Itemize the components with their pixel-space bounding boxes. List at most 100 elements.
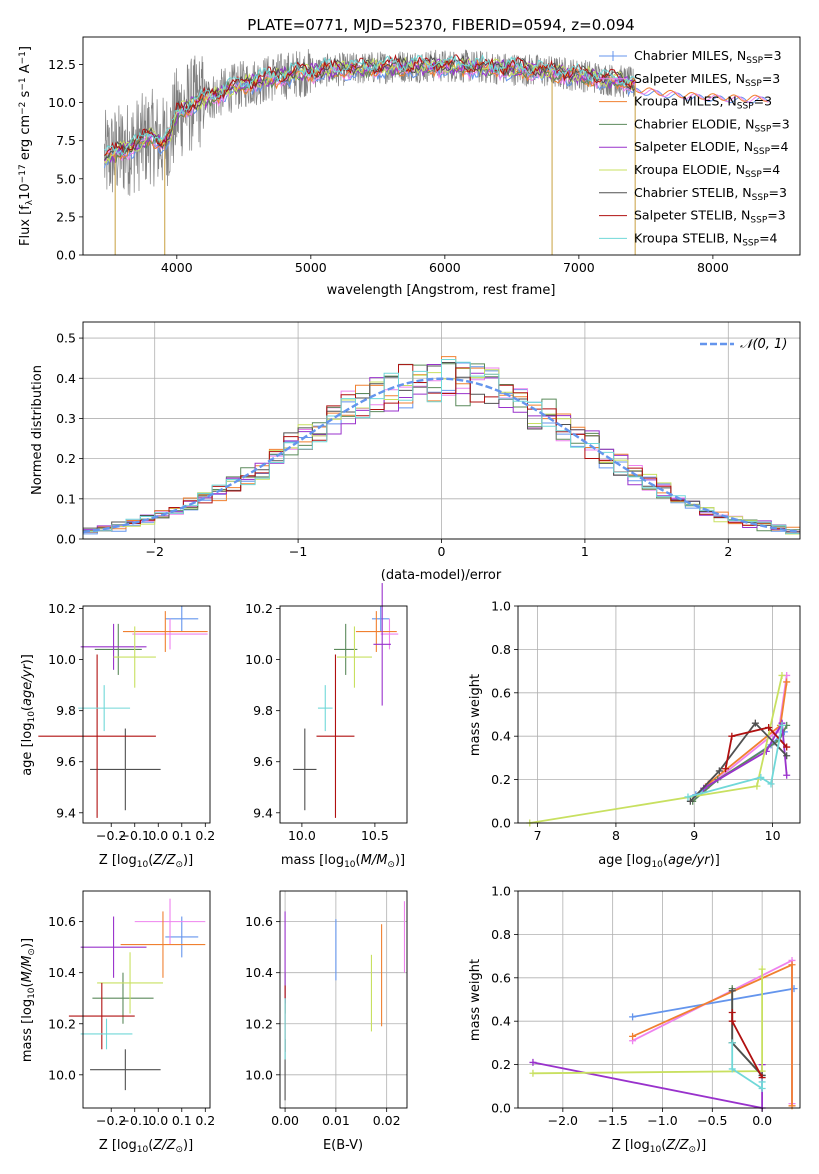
x-axis-label: E(B-V)	[323, 1138, 363, 1153]
x-tick-label: −1.0	[647, 1113, 677, 1128]
weight-marker	[758, 1084, 766, 1092]
axes-frame	[82, 36, 801, 256]
y-tick-label: 10.2	[245, 601, 273, 616]
x-tick-label: 10.5	[361, 828, 389, 843]
y-tick-label: 9.6	[56, 754, 76, 769]
y-tick-label: 0.1	[56, 491, 76, 506]
weight-marker	[629, 1032, 637, 1040]
y-tick-label: 0.0	[491, 816, 511, 831]
weight-line-4	[532, 1061, 763, 1110]
x-tick-label: 5000	[295, 260, 327, 275]
plot-area	[68, 898, 206, 1091]
legend-entry: Kroupa ELODIE, NSSP=4	[634, 162, 780, 180]
x-tick-label: −1.5	[597, 1113, 627, 1128]
spectrum-model-8	[104, 54, 636, 156]
plot-area	[526, 671, 791, 827]
y-tick-label: 9.4	[253, 805, 273, 820]
y-tick-label: 10.0	[48, 1067, 76, 1082]
y-axis-label: Normed distribution	[30, 365, 45, 495]
axes-residuals: −2 −1 0 1 2 0.0 0.1 0.2 0.3 0.4 0.5	[56, 321, 801, 559]
weight-marker	[753, 782, 761, 790]
axes-frame	[82, 890, 211, 1109]
y-tick-label: 10.4	[245, 965, 273, 980]
weight-marker	[758, 965, 766, 973]
y-tick-label: 10.0	[245, 652, 273, 667]
y-tick-label: 10.4	[48, 965, 76, 980]
weight-marker	[783, 678, 791, 686]
x-tick-label: 0.0	[148, 1113, 168, 1128]
weight-marker	[778, 721, 786, 729]
y-tick-label: 0.8	[491, 927, 511, 942]
legend-entry: Chabrier STELIB, NSSP=3	[634, 185, 787, 203]
y-tick-label: 7.5	[56, 133, 76, 148]
legend-entry: Chabrier ELODIE, NSSP=3	[634, 116, 790, 134]
y-tick-label: 9.8	[56, 703, 76, 718]
legend-entry: Salpeter ELODIE, NSSP=4	[634, 139, 789, 157]
axes-frame	[279, 605, 408, 824]
y-tick-label: 0.6	[491, 970, 511, 985]
weight-line-0	[632, 987, 795, 1018]
axes-frame	[517, 890, 801, 1109]
normal-curve	[83, 377, 800, 534]
axes-frame	[82, 321, 801, 540]
y-tick-label: 12.5	[48, 57, 76, 72]
weight-marker	[728, 1065, 736, 1073]
legend-marker	[608, 51, 618, 61]
x-axis-label: wavelength [Angstrom, rest frame]	[327, 283, 556, 298]
axes-massweight-vs-age: 7 8 9 10 0.0 0.2 0.4 0.6 0.8 1.0	[491, 599, 801, 843]
plot-area	[103, 49, 769, 255]
legend-entry: Kroupa MILES, NSSP=3	[634, 94, 772, 112]
x-tick-label: 9	[690, 828, 698, 843]
x-tick-label: 0.01	[322, 1113, 350, 1128]
weight-marker	[529, 1069, 537, 1077]
x-tick-label: 0.02	[373, 1113, 401, 1128]
weight-marker	[757, 773, 765, 781]
x-axis-label: Z [log10(Z/Z⊙)]	[99, 853, 193, 870]
y-tick-label: 9.8	[253, 703, 273, 718]
y-tick-label: 0.2	[56, 451, 76, 466]
y-tick-label: 0.0	[56, 248, 76, 263]
x-tick-label: 2	[724, 544, 732, 559]
axes-frame	[82, 605, 211, 824]
x-axis-label: age [log10(age/yr)]	[598, 853, 720, 870]
x-tick-label: 0.00	[271, 1113, 299, 1128]
y-tick-label: 10.6	[245, 914, 273, 929]
weight-marker	[751, 719, 759, 727]
y-axis-label: mass [log10(M/M⊙)]	[20, 938, 37, 1062]
y-tick-label: 10.0	[48, 652, 76, 667]
weight-marker	[684, 793, 692, 801]
axes-age-vs-mass: 10.0 10.5 9.4 9.6 9.8 10.0 10.2	[245, 583, 408, 843]
y-tick-label: 5.0	[56, 171, 76, 186]
weight-marker	[765, 724, 773, 732]
weight-marker	[728, 732, 736, 740]
weight-marker	[728, 1009, 736, 1017]
legend: Chabrier MILES, NSSP=3 Salpeter MILES, NS…	[599, 48, 790, 248]
y-tick-label: 9.6	[253, 754, 273, 769]
x-tick-label: 8	[612, 828, 620, 843]
y-tick-label: 0.4	[491, 1014, 511, 1029]
axes-frame	[517, 605, 801, 824]
y-tick-label: 10.2	[245, 1016, 273, 1031]
spectrum-model-1	[104, 59, 769, 164]
weight-line-4	[703, 720, 788, 790]
weight-marker	[686, 797, 694, 805]
x-tick-label: 10	[765, 828, 781, 843]
histogram-8	[83, 359, 800, 534]
y-tick-label: 0.8	[491, 642, 511, 657]
y-tick-label: 10.6	[48, 914, 76, 929]
weight-line-5	[529, 675, 783, 824]
x-tick-label: 7000	[563, 260, 595, 275]
weight-marker	[783, 771, 791, 779]
y-tick-label: 0.3	[56, 411, 76, 426]
x-axis-label: Z [log10(Z/Z⊙)]	[612, 1138, 706, 1155]
axes-spectrum: 4000 5000 6000 7000 8000 0.0 2.5 5.0 7.5 10.0 12.5	[48, 36, 801, 275]
weight-marker	[529, 1058, 537, 1066]
x-tick-label: −0.2	[96, 1113, 126, 1128]
x-tick-label: 0.0	[148, 828, 168, 843]
axes-age-vs-Z: −0.2−0.10.0 0.1 0.2 9.4 9.6 9.8 10.0 10.2	[38, 601, 215, 843]
weight-marker	[728, 1039, 736, 1047]
weight-line-8	[687, 725, 783, 798]
y-tick-label: 10.2	[48, 601, 76, 616]
